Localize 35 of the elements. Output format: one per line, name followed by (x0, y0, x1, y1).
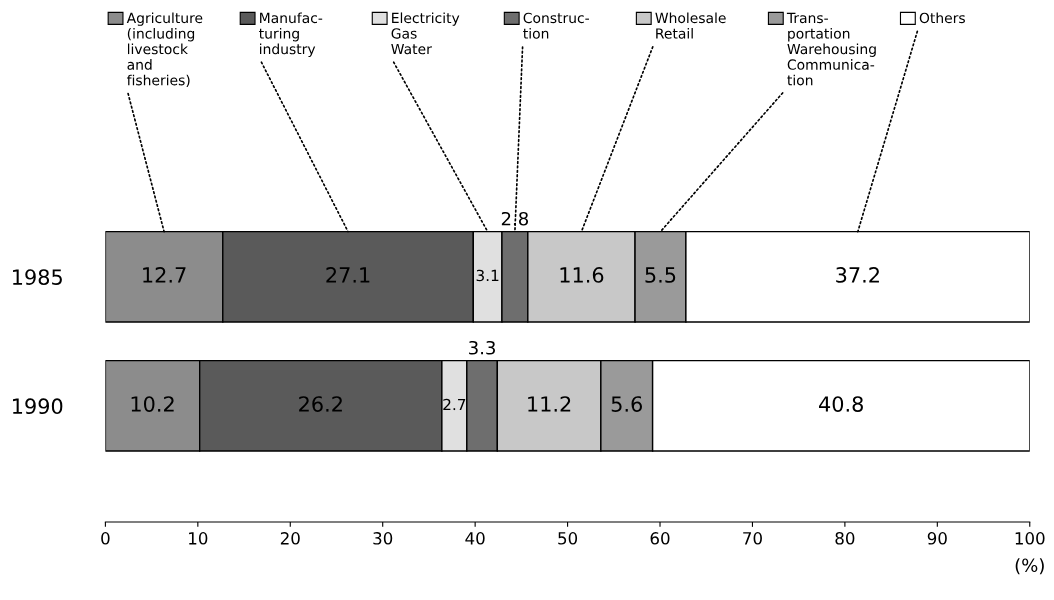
legend-label: Electricity Gas Water (391, 12, 460, 55)
data-label: 37.2 (836, 267, 879, 283)
legend-label: Manufac- turing industry (259, 12, 323, 57)
x-tick-label: 30 (373, 532, 393, 545)
data-label: 40.8 (819, 396, 863, 412)
data-label: 11.2 (528, 396, 571, 412)
legend-label: Others (919, 12, 965, 24)
legend-label: Trans- portation Warehousing Communica- tion (786, 12, 876, 86)
data-label: 27.1 (326, 267, 370, 283)
legend-label: Wholesale Retail (655, 12, 726, 39)
x-axis-title: (%) (1015, 558, 1044, 575)
x-tick-label: 40 (465, 532, 485, 545)
x-tick-label: 20 (280, 532, 300, 545)
x-tick-label: 0 (101, 532, 110, 545)
data-label: 2.7 (443, 398, 466, 411)
data-label: 11.6 (560, 267, 604, 283)
x-tick-label: 90 (927, 532, 947, 545)
x-tick-label: 100 (1015, 532, 1045, 545)
data-label: 5.5 (645, 267, 676, 283)
data-label: 26.2 (299, 396, 342, 412)
data-label: 12.7 (143, 267, 186, 283)
data-label: 3.1 (476, 269, 499, 282)
data-label: 2.8 (501, 211, 529, 226)
x-tick-label: 50 (558, 532, 578, 545)
y-tick-label: 1985 (13, 269, 62, 285)
x-tick-label: 60 (650, 532, 670, 545)
x-tick-label: 10 (189, 532, 208, 545)
x-tick-label: 70 (743, 532, 762, 545)
data-label: 10.2 (131, 396, 174, 412)
y-tick-label: 1990 (13, 398, 63, 415)
data-label: 5.6 (611, 396, 642, 412)
x-tick-label: 80 (835, 532, 855, 545)
data-label: 3.3 (469, 340, 495, 355)
legend-label: Construc- tion (523, 12, 589, 39)
legend-label: Agriculture (including livestock and fisheries) (126, 12, 203, 88)
